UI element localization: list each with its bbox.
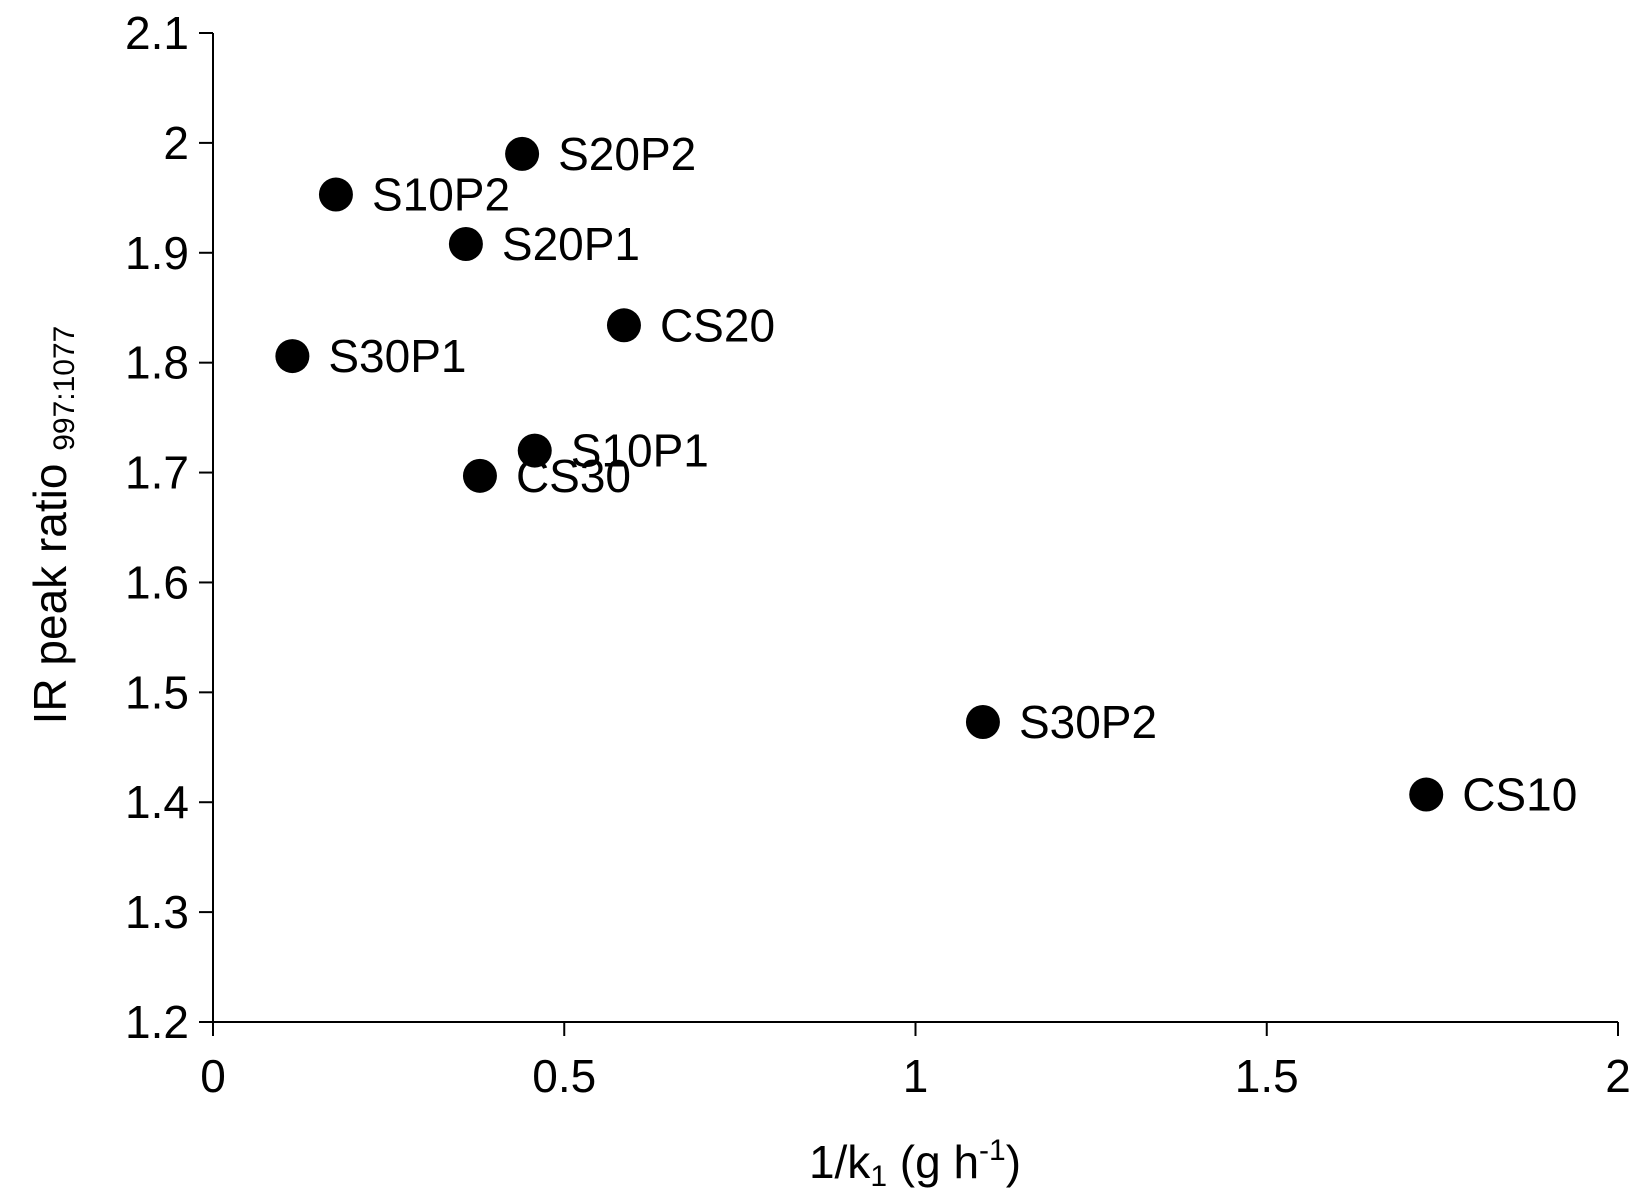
x-axis-title-sup: -1 <box>979 1134 1006 1167</box>
data-point <box>1409 777 1444 812</box>
data-point-label: CS10 <box>1462 769 1577 821</box>
x-axis-title-rest: (g h <box>887 1136 979 1188</box>
data-point <box>318 177 353 212</box>
y-axis-title-sub: 997:1077 <box>48 326 81 451</box>
y-tick-label: 1.4 <box>125 776 189 828</box>
data-point <box>462 458 497 493</box>
x-axis-title-main: 1/k <box>809 1136 871 1188</box>
y-tick-label: 1.8 <box>125 337 189 389</box>
data-point-label: S30P1 <box>328 330 466 382</box>
data-point <box>517 433 552 468</box>
data-point <box>965 705 1000 740</box>
data-point <box>448 226 483 261</box>
data-point-label: S10P2 <box>372 169 510 221</box>
x-tick-label: 0 <box>200 1050 226 1102</box>
data-point-label: S20P2 <box>558 128 696 180</box>
data-point <box>606 308 641 343</box>
y-axis-title-main: IR peak ratio <box>24 451 76 725</box>
data-point-label: S30P2 <box>1019 696 1157 748</box>
y-tick-label: 1.3 <box>125 886 189 938</box>
y-tick-label: 1.9 <box>125 227 189 279</box>
data-point-label: S20P1 <box>502 218 640 270</box>
x-tick-label: 1.5 <box>1235 1050 1299 1102</box>
x-tick-label: 0.5 <box>532 1050 596 1102</box>
y-tick-label: 1.5 <box>125 666 189 718</box>
data-point <box>275 339 310 374</box>
y-tick-label: 1.6 <box>125 556 189 608</box>
x-tick-label: 2 <box>1605 1050 1631 1102</box>
x-axis-title-close: ) <box>1006 1136 1021 1188</box>
y-ticks: 1.2 1.3 1.4 1.5 1.6 1.7 1.8 1.9 2 2.1 <box>125 7 213 1048</box>
y-tick-label: 2 <box>163 117 189 169</box>
x-axis-title-sub: 1 <box>870 1160 887 1193</box>
data-point-label: S10P1 <box>571 425 709 477</box>
data-point-label: CS20 <box>660 299 775 351</box>
y-axis-title: IR peak ratio 997:1077 <box>24 326 81 725</box>
x-ticks: 0 0.5 1 1.5 2 <box>200 1022 1631 1102</box>
data-point <box>505 136 540 171</box>
x-axis-title: 1/k1 (g h-1) <box>809 1134 1021 1193</box>
y-tick-label: 2.1 <box>125 7 189 59</box>
y-tick-label: 1.2 <box>125 996 189 1048</box>
x-tick-label: 1 <box>903 1050 929 1102</box>
y-tick-label: 1.7 <box>125 447 189 499</box>
data-point-label: CS30 <box>516 450 631 502</box>
